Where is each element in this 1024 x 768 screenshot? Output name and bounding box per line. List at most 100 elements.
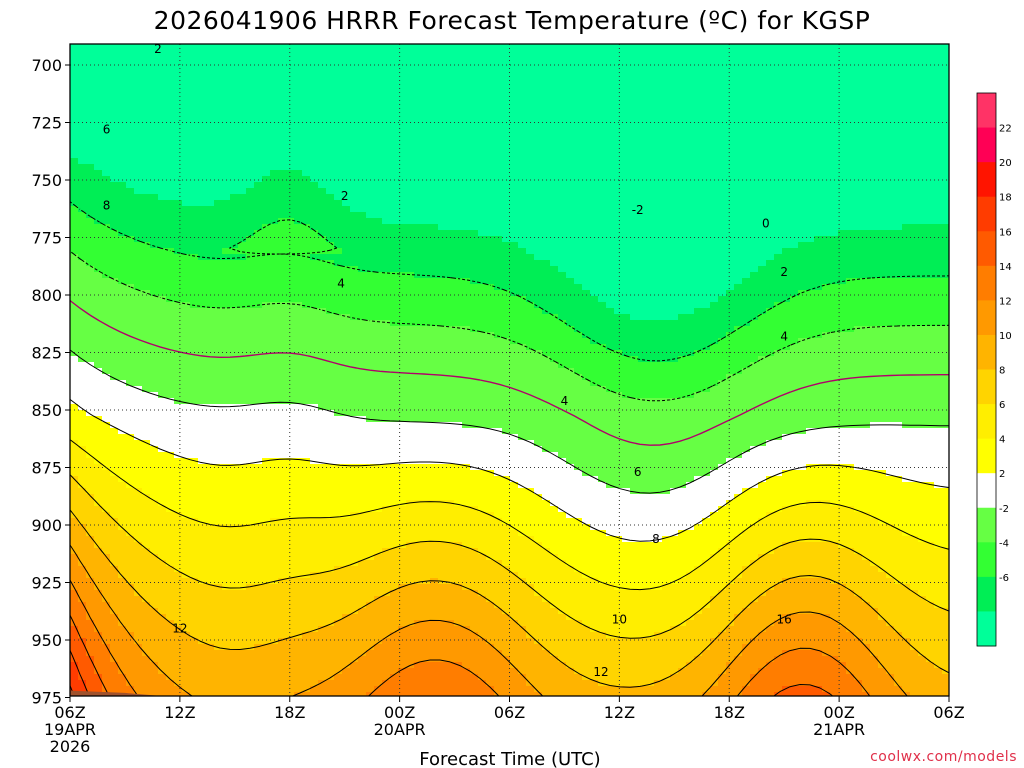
field-cell [294,140,303,147]
field-cell [270,506,279,513]
field-cell [118,338,127,345]
field-cell [94,542,103,549]
field-cell [334,128,343,135]
field-cell [382,362,391,369]
field-cell [374,590,383,597]
field-cell [206,560,215,567]
field-cell [358,248,367,255]
field-cell [206,692,215,696]
field-cell [286,74,295,81]
field-cell [198,620,207,627]
field-cell [214,536,223,543]
field-cell [398,170,407,177]
field-cell [254,692,263,696]
field-cell [390,512,399,519]
field-cell [350,86,359,93]
field-cell [366,332,375,339]
field-cell [254,284,263,291]
field-cell [78,584,87,591]
field-cell [358,452,367,459]
field-cell [326,224,335,231]
field-cell [110,260,119,267]
field-cell [342,296,351,303]
field-cell [406,206,415,213]
field-cell [158,398,167,405]
field-cell [414,590,423,597]
field-cell [94,104,103,111]
field-cell [142,158,151,165]
field-cell [70,56,79,63]
field-cell [270,626,279,633]
field-cell [374,128,383,135]
field-cell [262,80,271,87]
field-cell [214,596,223,603]
field-cell [398,524,407,531]
field-cell [318,512,327,519]
field-cell [110,272,119,279]
field-cell [86,332,95,339]
field-cell [238,194,247,201]
field-cell [358,524,367,531]
field-cell [102,110,111,117]
field-cell [382,350,391,357]
field-cell [78,308,87,315]
field-cell [430,86,439,93]
field-cell [286,446,295,453]
field-cell [398,566,407,573]
field-cell [262,290,271,297]
field-cell [422,146,431,153]
field-cell [102,566,111,573]
field-cell [182,488,191,495]
field-cell [278,572,287,579]
field-cell [94,122,103,129]
field-cell [286,458,295,465]
field-cell [422,470,431,477]
field-cell [398,380,407,387]
field-cell [334,638,343,645]
field-cell [294,650,303,657]
field-cell [86,440,95,447]
field-cell [150,254,159,261]
field-cell [238,218,247,225]
field-cell [166,212,175,219]
field-cell [398,248,407,255]
field-cell [142,446,151,453]
field-cell [326,422,335,429]
field-cell [190,512,199,519]
field-cell [334,446,343,453]
field-cell [334,308,343,315]
field-cell [102,260,111,267]
field-cell [390,98,399,105]
field-cell [374,404,383,411]
field-cell [118,332,127,339]
field-cell [406,644,415,651]
field-cell [390,374,399,381]
field-cell [206,620,215,627]
field-cell [366,104,375,111]
field-cell [382,590,391,597]
field-cell [398,296,407,303]
field-cell [102,386,111,393]
field-cell [86,164,95,171]
field-cell [118,128,127,135]
field-cell [262,110,271,117]
field-cell [166,494,175,501]
field-cell [94,92,103,99]
field-cell [174,554,183,561]
field-cell [374,80,383,87]
field-cell [142,68,151,75]
field-cell [422,320,431,327]
field-cell [326,230,335,237]
field-cell [398,278,407,285]
field-cell [270,338,279,345]
field-cell [422,224,431,231]
field-cell [358,590,367,597]
field-cell [198,632,207,639]
field-cell [406,692,415,696]
field-cell [318,530,327,537]
field-cell [142,392,151,399]
field-cell [238,128,247,135]
field-cell [246,164,255,171]
field-cell [222,170,231,177]
field-cell [374,530,383,537]
